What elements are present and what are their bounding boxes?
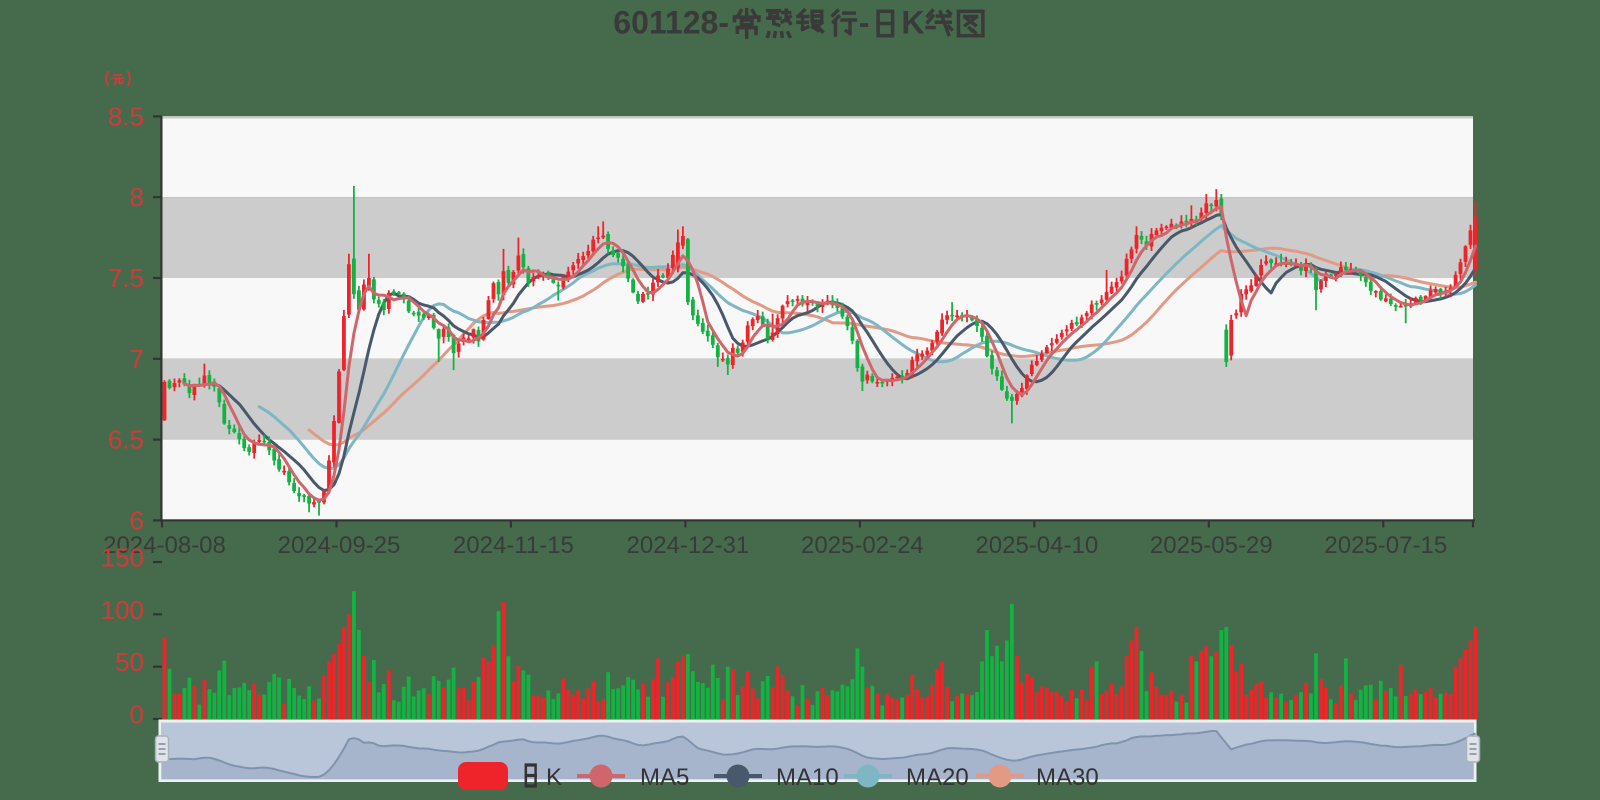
svg-text:2024-09-25: 2024-09-25: [278, 532, 401, 559]
svg-text:7: 7: [130, 344, 144, 374]
svg-text:8.5: 8.5: [108, 101, 144, 131]
svg-text:2024-12-31: 2024-12-31: [627, 532, 750, 559]
svg-text:7.5: 7.5: [108, 263, 144, 293]
svg-text:2025-07-15: 2025-07-15: [1324, 532, 1447, 559]
svg-text:MA10: MA10: [776, 764, 839, 791]
svg-text:8: 8: [130, 182, 144, 212]
svg-text:K: K: [901, 5, 924, 41]
svg-text:150: 150: [101, 543, 144, 573]
svg-text:2025-02-24: 2025-02-24: [801, 532, 924, 559]
svg-text:6.5: 6.5: [108, 425, 144, 455]
svg-text:50: 50: [115, 647, 144, 677]
svg-text:0: 0: [130, 700, 144, 730]
svg-text:2024-08-08: 2024-08-08: [103, 532, 226, 559]
svg-text:MA20: MA20: [906, 764, 969, 791]
svg-text:2025-04-10: 2025-04-10: [975, 532, 1098, 559]
svg-text:2024-11-15: 2024-11-15: [453, 532, 574, 559]
svg-text:-: -: [859, 5, 870, 41]
svg-text:2025-05-29: 2025-05-29: [1150, 532, 1273, 559]
svg-text:601128-: 601128-: [613, 5, 729, 41]
svg-text:K: K: [546, 764, 562, 791]
svg-text:100: 100: [101, 595, 144, 625]
svg-text:6: 6: [130, 505, 144, 535]
svg-text:MA30: MA30: [1036, 764, 1099, 791]
svg-text:MA5: MA5: [640, 764, 689, 791]
